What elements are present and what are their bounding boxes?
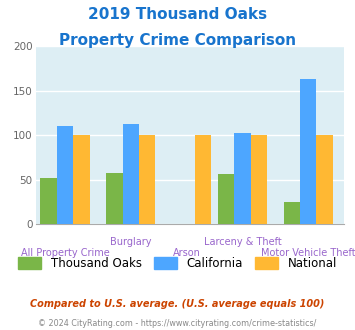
Legend: Thousand Oaks, California, National: Thousand Oaks, California, National (13, 252, 342, 275)
Bar (234, 133, 251, 224)
Bar (122, 124, 139, 224)
Bar (195, 135, 211, 224)
Bar (139, 135, 155, 224)
Text: All Property Crime: All Property Crime (21, 248, 109, 258)
Bar (284, 202, 300, 224)
Text: Arson: Arson (173, 248, 201, 258)
Text: Property Crime Comparison: Property Crime Comparison (59, 33, 296, 48)
Bar (106, 173, 122, 224)
Bar (300, 79, 316, 224)
Text: Motor Vehicle Theft: Motor Vehicle Theft (261, 248, 355, 258)
Bar (57, 126, 73, 224)
Text: Compared to U.S. average. (U.S. average equals 100): Compared to U.S. average. (U.S. average … (30, 299, 325, 309)
Text: Burglary: Burglary (110, 237, 152, 247)
Text: © 2024 CityRating.com - https://www.cityrating.com/crime-statistics/: © 2024 CityRating.com - https://www.city… (38, 319, 317, 328)
Bar (40, 178, 57, 224)
Bar (251, 135, 267, 224)
Bar (73, 135, 90, 224)
Bar (218, 174, 234, 224)
Text: 2019 Thousand Oaks: 2019 Thousand Oaks (88, 7, 267, 21)
Text: Larceny & Theft: Larceny & Theft (204, 237, 282, 247)
Bar (316, 135, 333, 224)
